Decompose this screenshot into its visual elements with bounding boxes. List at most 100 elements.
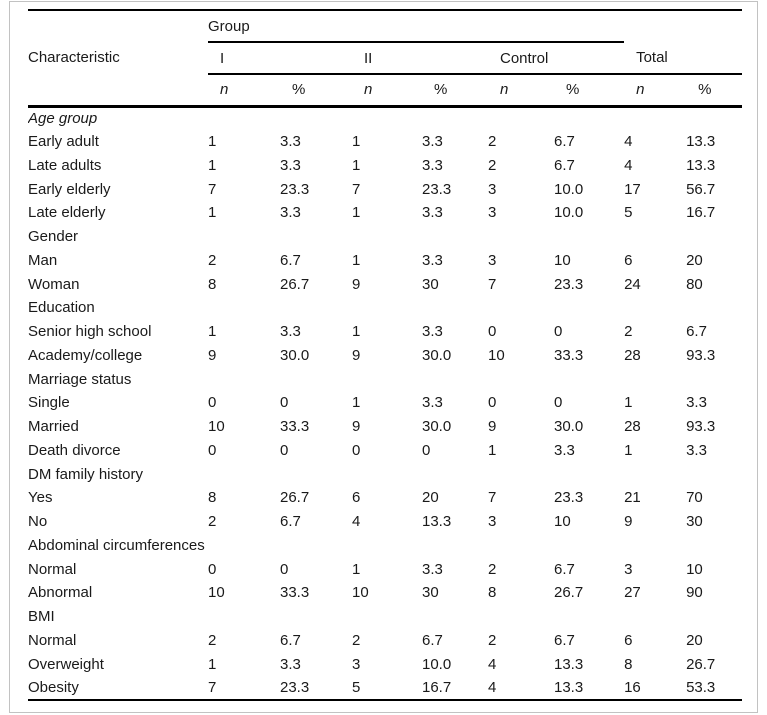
cell-value: 1	[352, 394, 361, 412]
cell-value: 6.7	[280, 631, 301, 649]
cell-value: 0	[280, 560, 289, 578]
row-label: Man	[28, 251, 58, 269]
cell-value: 23.3	[422, 180, 452, 198]
cell-value: 2	[624, 323, 633, 341]
cell-value: 7	[208, 678, 217, 696]
cell-value: 6.7	[280, 251, 301, 269]
cell-value: 13.3	[554, 678, 584, 696]
cell-value: 30.0	[554, 418, 584, 436]
row-label: Early adult	[28, 133, 99, 151]
header-group-ii: II	[352, 42, 488, 75]
cell-value: 6	[624, 631, 633, 649]
table-row: Obesity 7 23.3 5 16.7 4 13.3 16 53.3	[28, 676, 742, 700]
cell-value: 6.7	[554, 560, 575, 578]
cell-value: 4	[352, 513, 361, 531]
cell-value: 1	[208, 156, 217, 174]
cell-value: 1	[208, 655, 217, 673]
cell-value: 30.0	[422, 418, 452, 436]
cell-value: 2	[488, 631, 497, 649]
header-row-n-pct: n % n % n % n %	[28, 74, 743, 108]
cell-value: 23.3	[554, 275, 584, 293]
cell-value: 93.3	[686, 418, 716, 436]
cell-value: 8	[208, 275, 217, 293]
cell-value: 9	[352, 275, 361, 293]
cell-value: 93.3	[686, 346, 716, 364]
section-header-row: Age group	[28, 106, 742, 130]
cell-value: 70	[686, 489, 703, 507]
cell-value: 10	[208, 584, 225, 602]
cell-value: 10	[554, 251, 571, 269]
cell-value: 10.0	[554, 180, 584, 198]
cell-value: 8	[488, 584, 497, 602]
cell-value: 33.3	[554, 346, 584, 364]
cell-value: 13.3	[554, 655, 584, 673]
header-pct-group-ii: %	[422, 74, 488, 108]
table-row: Normal 0 0 1 3.3 2 6.7 3 10	[28, 557, 742, 581]
cell-value: 9	[352, 346, 361, 364]
section-label: Gender	[28, 228, 79, 246]
cell-value: 10	[686, 560, 703, 578]
cell-value: 0	[208, 441, 217, 459]
cell-value: 1	[624, 394, 633, 412]
header-row-group: Characteristic Group	[28, 10, 742, 108]
cell-value: 1	[208, 323, 217, 341]
cell-value: 26.7	[554, 584, 584, 602]
cell-value: 2	[488, 560, 497, 578]
cell-value: 3	[624, 560, 633, 578]
cell-value: 6.7	[686, 323, 707, 341]
cell-value: 21	[624, 489, 641, 507]
cell-value: 9	[488, 418, 497, 436]
cell-value: 20	[686, 631, 703, 649]
cell-value: 3	[488, 513, 497, 531]
cell-value: 16	[624, 678, 641, 696]
cell-value: 0	[488, 323, 497, 341]
cell-value: 23.3	[280, 180, 310, 198]
cell-value: 26.7	[280, 275, 310, 293]
cell-value: 3.3	[422, 204, 443, 222]
section-label: Marriage status	[28, 370, 132, 388]
cell-value: 33.3	[280, 584, 310, 602]
cell-value: 6	[352, 489, 361, 507]
cell-value: 13.3	[686, 156, 716, 174]
cell-value: 13.3	[422, 513, 452, 531]
cell-value: 56.7	[686, 180, 716, 198]
cell-value: 4	[624, 156, 633, 174]
section-header-row: Gender	[28, 225, 742, 249]
table-row: Early elderly 7 23.3 7 23.3 3 10.0 17 56.7	[28, 177, 742, 201]
row-label: Late adults	[28, 156, 102, 174]
cell-value: 16.7	[686, 204, 716, 222]
cell-value: 7	[488, 489, 497, 507]
cell-value: 3.3	[280, 156, 301, 174]
cell-value: 8	[624, 655, 633, 673]
cell-value: 1	[208, 204, 217, 222]
header-control: Control	[488, 42, 625, 75]
table-row: Normal 2 6.7 2 6.7 2 6.7 6 20	[28, 629, 742, 653]
table-row: Senior high school 1 3.3 1 3.3 0 0 2 6.7	[28, 320, 742, 344]
cell-value: 0	[280, 394, 289, 412]
row-label: Woman	[28, 275, 80, 293]
header-n-group-ii: n	[352, 74, 422, 108]
cell-value: 3.3	[422, 323, 443, 341]
cell-value: 26.7	[280, 489, 310, 507]
cell-value: 10.0	[554, 204, 584, 222]
row-label: Early elderly	[28, 180, 111, 198]
cell-value: 3.3	[686, 441, 707, 459]
cell-value: 1	[352, 204, 361, 222]
cell-value: 10	[208, 418, 225, 436]
table-row: Death divorce 0 0 0 0 1 3.3 1 3.3	[28, 439, 742, 463]
cell-value: 1	[208, 133, 217, 151]
table-row: Man 2 6.7 1 3.3 3 10 6 20	[28, 249, 742, 273]
section-header-row: Abdominal circumferences	[28, 534, 742, 558]
row-label: Married	[28, 418, 79, 436]
table-container: Characteristic Group I II Control Total …	[28, 9, 743, 701]
cell-value: 30	[686, 513, 703, 531]
header-total: Total	[624, 42, 743, 75]
cell-value: 6.7	[280, 513, 301, 531]
cell-value: 3.3	[554, 441, 575, 459]
cell-value: 7	[208, 180, 217, 198]
cell-value: 6.7	[422, 631, 443, 649]
header-row-subgroups: I II Control Total	[28, 42, 743, 75]
cell-value: 10	[488, 346, 505, 364]
cell-value: 4	[488, 655, 497, 673]
